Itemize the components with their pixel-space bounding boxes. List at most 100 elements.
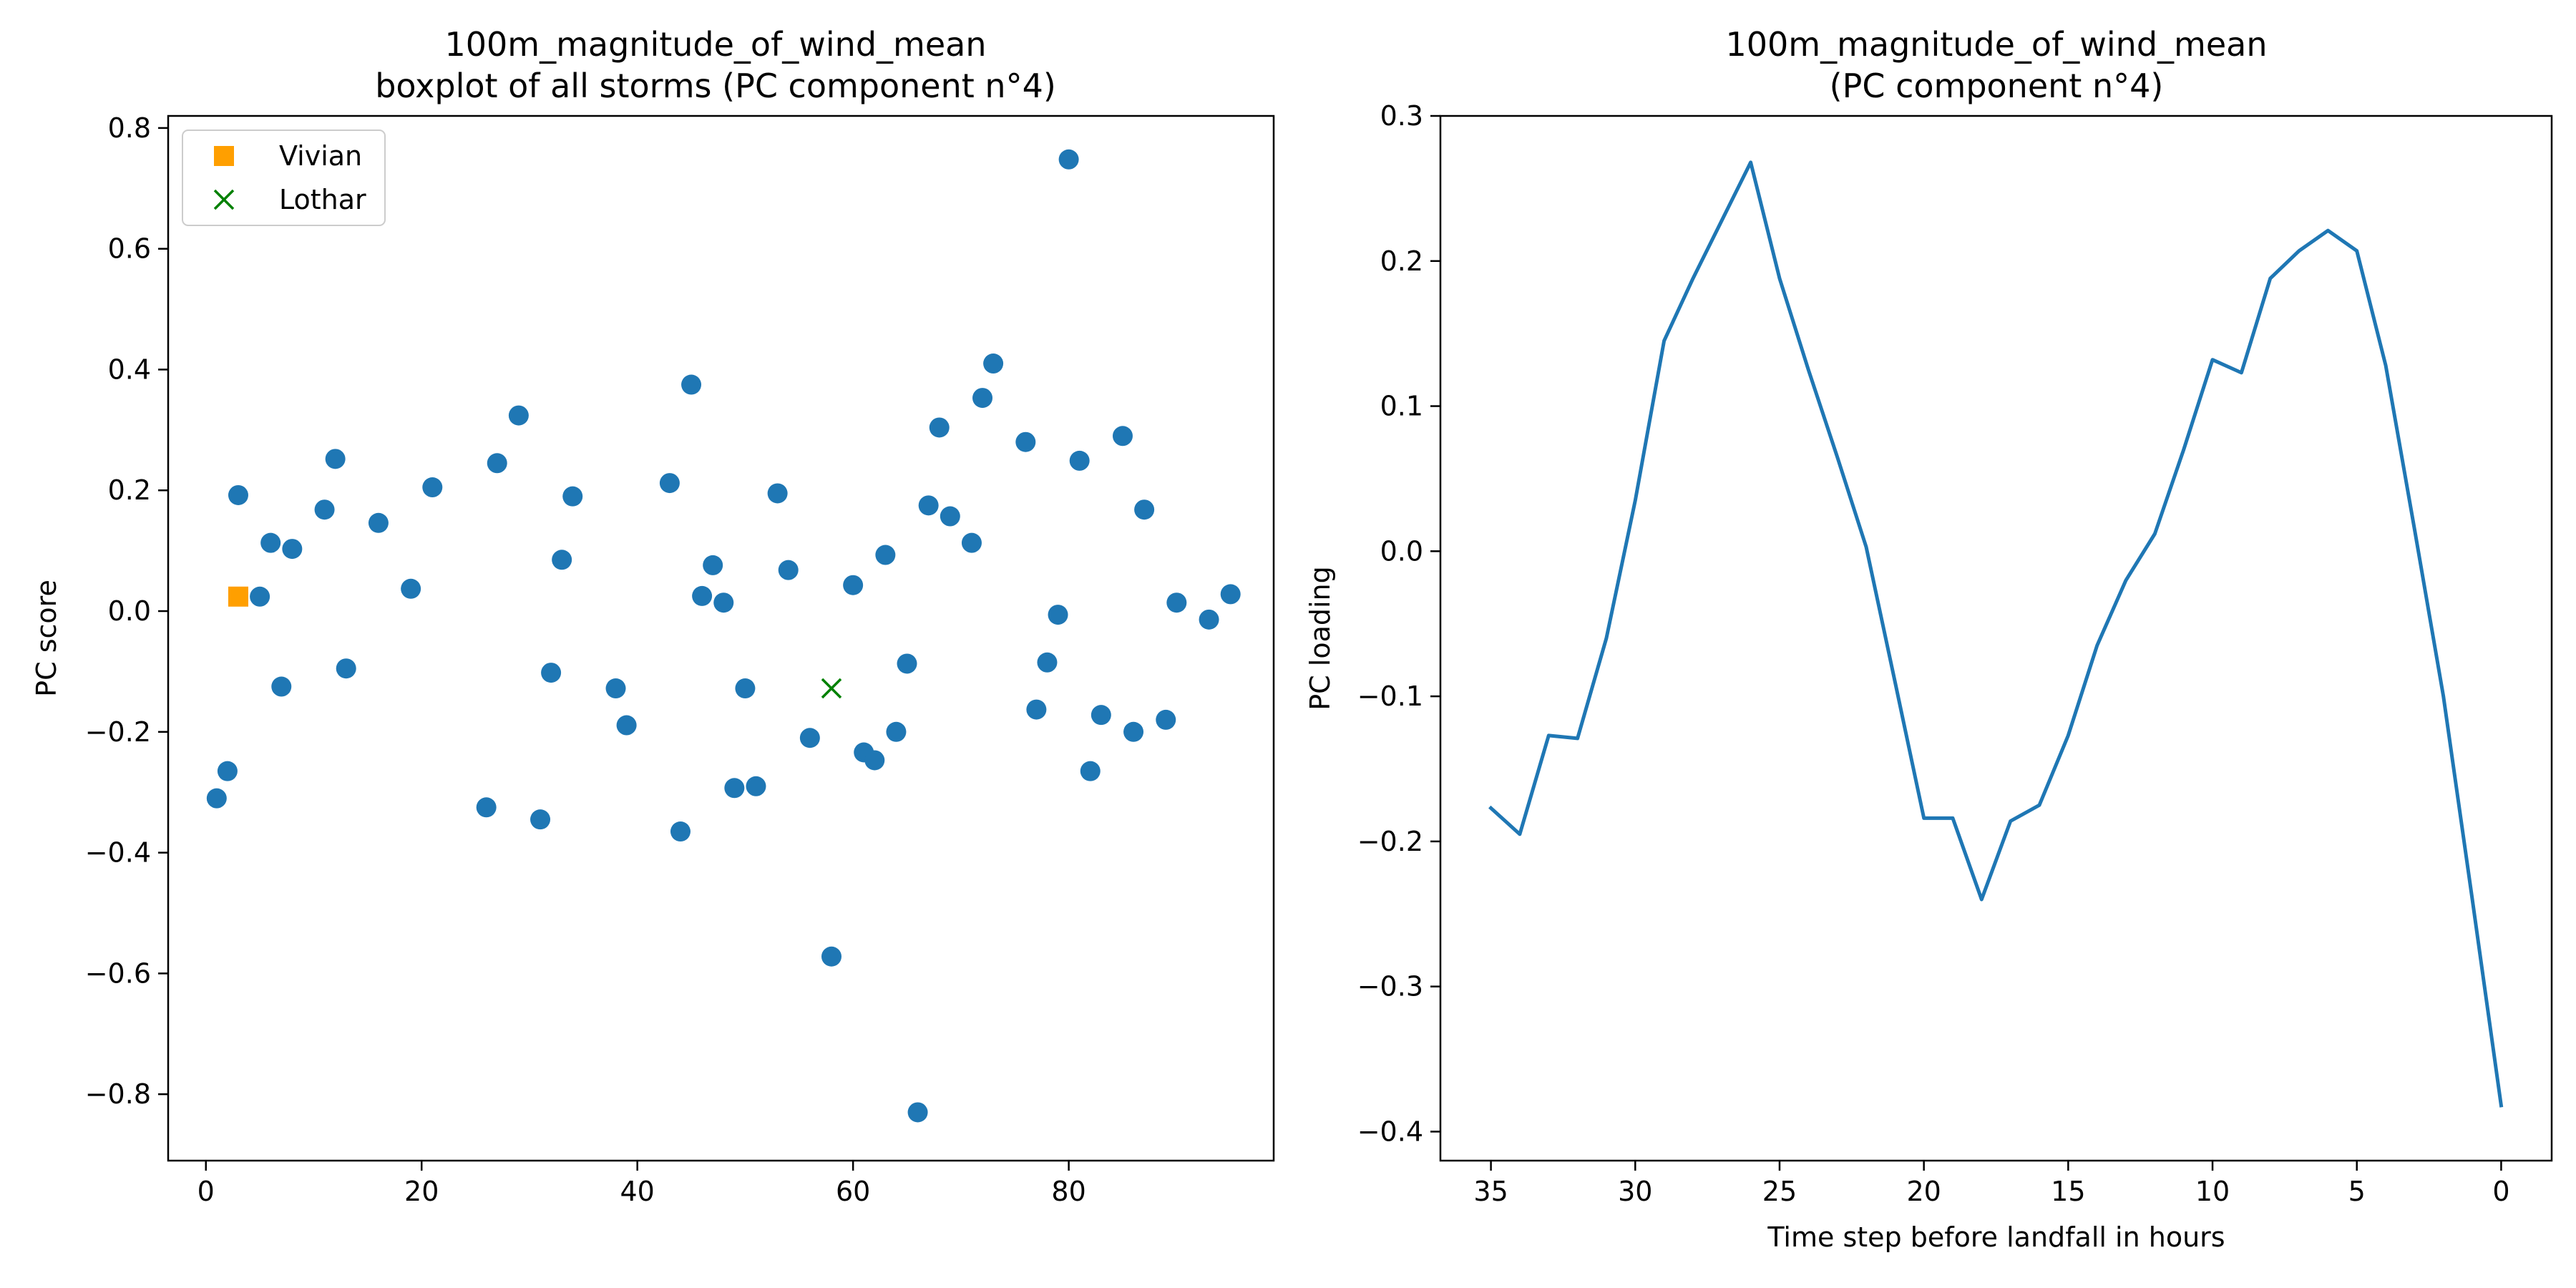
scatter-y-tick-label: 0.4 (108, 353, 151, 385)
line-y-tick-label: 0.2 (1380, 245, 1423, 277)
scatter-point (670, 821, 691, 842)
scatter-point (401, 578, 421, 599)
scatter-point (778, 560, 799, 580)
line-title: 100m_magnitude_of_wind_mean (1726, 25, 2268, 64)
scatter-point (260, 532, 281, 553)
scatter-point (1037, 652, 1058, 673)
scatter-point (681, 374, 702, 395)
scatter-point (325, 449, 346, 469)
scatter-point (605, 678, 626, 699)
scatter-highlights (228, 586, 842, 699)
scatter-point (530, 809, 551, 830)
scatter-y-tick-label: 0.2 (108, 474, 151, 506)
scatter-point (1123, 721, 1144, 742)
scatter-point (336, 658, 356, 679)
highlight-vivian-marker (228, 586, 248, 607)
scatter-point (1220, 584, 1241, 605)
legend-vivian-marker (214, 146, 234, 166)
line-y-tick-label: 0.3 (1380, 100, 1423, 132)
scatter-points (206, 149, 1241, 1123)
scatter-point (940, 506, 960, 527)
scatter-point (422, 477, 443, 498)
scatter-title: 100m_magnitude_of_wind_mean (445, 25, 987, 64)
pc-loading-line (1488, 160, 2504, 1108)
scatter-point (918, 495, 939, 516)
line-x-tick-label: 15 (2051, 1176, 2085, 1207)
scatter-point (228, 484, 248, 505)
scatter-point (929, 417, 950, 438)
scatter-point (1069, 450, 1090, 471)
legend-lothar-marker (213, 189, 235, 210)
scatter-point (314, 499, 335, 520)
scatter-point (1080, 761, 1101, 781)
scatter-point (1156, 709, 1176, 730)
line-x-tick-label: 25 (1762, 1176, 1797, 1207)
scatter-y-tick-label: −0.4 (85, 837, 151, 869)
scatter-point (217, 761, 238, 781)
scatter-point (961, 532, 982, 553)
highlight-lothar-marker (821, 678, 842, 699)
scatter-point (746, 776, 766, 796)
line-y-axis-label: PC loading (1304, 566, 1336, 711)
scatter-point (692, 585, 713, 606)
line-y-tick-label: 0.0 (1380, 535, 1423, 567)
scatter-x-ticks: 0 20 40 60 80 (197, 1161, 1086, 1207)
legend-vivian-label: Vivian (279, 140, 362, 172)
scatter-y-axis-label: PC score (31, 580, 62, 697)
scatter-y-tick-label: 0.8 (108, 112, 151, 144)
line-x-tick-label: 0 (2492, 1176, 2509, 1207)
scatter-y-tick-label: 0.0 (108, 595, 151, 627)
scatter-point (972, 388, 993, 409)
line-y-tick-label: 0.1 (1380, 391, 1423, 422)
line-x-tick-label: 10 (2195, 1176, 2230, 1207)
scatter-y-ticks: −0.8 −0.6 −0.4 −0.2 0.0 0.2 0.4 0.6 0.8 (85, 112, 168, 1110)
scatter-point (983, 353, 1004, 374)
line-x-tick-label: 5 (2348, 1176, 2366, 1207)
scatter-point (271, 676, 292, 697)
line-x-tick-label: 20 (1906, 1176, 1941, 1207)
line-x-ticks: 35 30 25 20 15 10 5 0 (1473, 1161, 2510, 1207)
line-x-axis-label: Time step before landfall in hours (1767, 1221, 2225, 1253)
scatter-point (659, 473, 680, 494)
scatter-point (476, 797, 497, 818)
legend-lothar-label: Lothar (279, 184, 366, 215)
scatter-y-tick-label: −0.2 (85, 716, 151, 748)
line-y-tick-label: −0.4 (1357, 1116, 1423, 1147)
scatter-point (864, 750, 885, 771)
scatter-point (1015, 431, 1036, 452)
line-y-ticks: −0.4 −0.3 −0.2 −0.1 0.0 0.1 0.2 0.3 (1357, 100, 1440, 1147)
scatter-point (1026, 699, 1047, 720)
scatter-point (508, 405, 529, 426)
line-x-tick-label: 30 (1618, 1176, 1652, 1207)
scatter-point (616, 715, 637, 736)
scatter-point (767, 483, 788, 504)
scatter-point (724, 778, 745, 799)
scatter-point (886, 721, 907, 742)
scatter-x-tick-label: 60 (836, 1176, 870, 1207)
scatter-point (1112, 426, 1133, 447)
line-y-tick-label: −0.2 (1357, 826, 1423, 857)
line-y-tick-label: −0.3 (1357, 971, 1423, 1002)
scatter-point (1166, 592, 1187, 613)
scatter-point (735, 678, 756, 699)
scatter-point (552, 550, 572, 570)
scatter-point (713, 592, 734, 613)
scatter-point (1048, 605, 1068, 625)
scatter-legend: Vivian Lothar (182, 130, 386, 226)
scatter-y-tick-label: −0.6 (85, 957, 151, 989)
scatter-x-tick-label: 40 (620, 1176, 655, 1207)
scatter-point (368, 512, 389, 533)
scatter-point (1091, 705, 1111, 726)
scatter-point (282, 539, 303, 560)
scatter-point (206, 788, 227, 809)
scatter-point (799, 728, 820, 748)
line-y-tick-label: −0.1 (1357, 680, 1423, 712)
scatter-point (487, 453, 507, 474)
scatter-x-tick-label: 80 (1051, 1176, 1085, 1207)
scatter-panel: 100m_magnitude_of_wind_mean boxplot of a… (31, 25, 1275, 1207)
scatter-y-tick-label: −0.8 (85, 1078, 151, 1110)
scatter-point (1199, 609, 1219, 630)
scatter-y-tick-label: 0.6 (108, 233, 151, 265)
scatter-point (562, 486, 583, 507)
